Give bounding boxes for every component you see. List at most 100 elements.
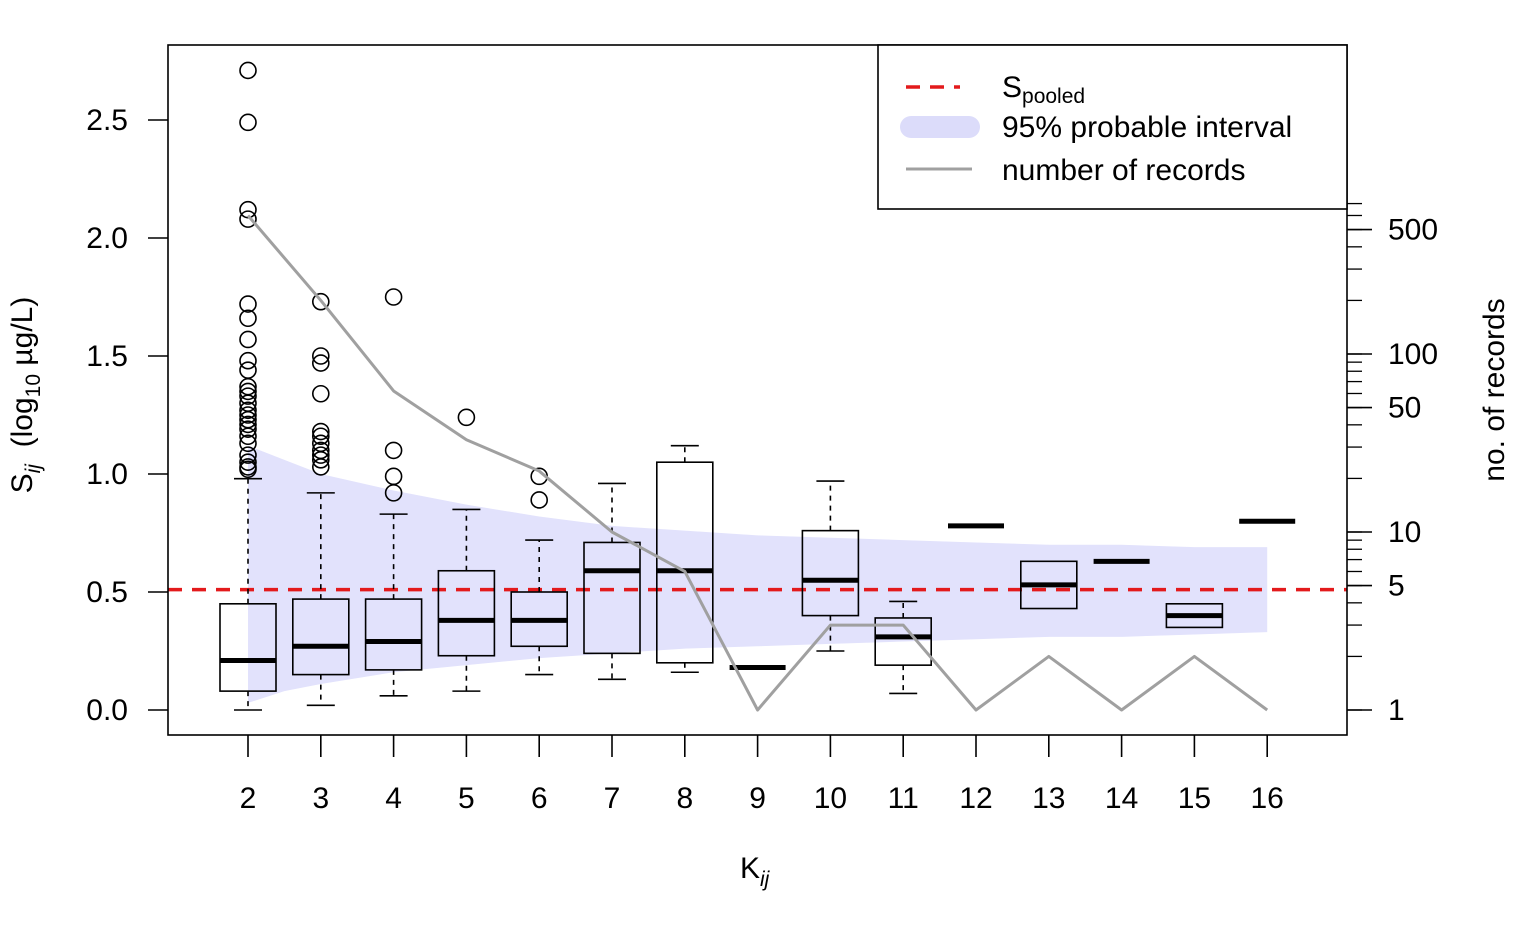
x-tick-label: 8 xyxy=(676,782,693,815)
legend-pooled-main: S xyxy=(1002,71,1022,104)
iqr-box xyxy=(364,598,423,671)
x-axis-title-main: K xyxy=(740,852,760,885)
y-tick-label: 0.0 xyxy=(86,694,128,727)
iqr-box xyxy=(437,569,496,657)
y2-tick-label: 1 xyxy=(1388,694,1405,727)
outlier-point xyxy=(239,295,257,313)
outlier-point xyxy=(239,420,257,438)
outlier-point xyxy=(530,491,549,509)
outlier-point xyxy=(311,347,330,365)
x-tick-label: 6 xyxy=(531,782,548,815)
outlier-point xyxy=(311,427,330,446)
x-axis: 2 3 4 5 6 7 8 9 10 11 12 13 14 15 16 xyxy=(240,735,1284,815)
iqr-box xyxy=(291,598,350,676)
outlier-point xyxy=(239,415,257,434)
outlier-point xyxy=(239,382,257,401)
probable-interval-band xyxy=(248,445,1268,703)
y-axis-title-sub: ij xyxy=(22,463,45,474)
x-tick-label: 5 xyxy=(458,782,475,815)
outlier-point xyxy=(239,113,257,132)
y2-tick-label: 5 xyxy=(1388,570,1405,603)
legend-interval-swatch xyxy=(900,116,980,138)
y-axis-title-unit-sub: 10 xyxy=(22,374,45,397)
y-axis-title-unit xyxy=(6,447,39,464)
x-tick-label: 16 xyxy=(1251,782,1284,815)
iqr-box xyxy=(874,617,933,666)
y2-tick-label: 50 xyxy=(1388,392,1421,425)
probable-interval-band-layer xyxy=(248,445,1268,703)
outlier-point xyxy=(384,441,403,460)
y-tick-label: 1.0 xyxy=(86,458,128,491)
outlier-point xyxy=(239,309,257,328)
x-tick-label: 3 xyxy=(312,782,329,815)
outlier-point xyxy=(311,446,330,464)
outlier-point xyxy=(239,210,257,228)
outlier-point xyxy=(384,288,403,306)
outlier-point xyxy=(311,384,330,403)
outlier-point xyxy=(239,330,257,349)
outlier-point xyxy=(311,458,330,476)
boxplot-k15 xyxy=(1165,602,1224,629)
outlier-point xyxy=(239,460,257,479)
x-tick-label: 13 xyxy=(1032,782,1065,815)
right-y-axis: 1 5 10 50 100 500 xyxy=(1347,202,1438,727)
x-axis-title-sub: ij xyxy=(760,868,771,891)
y2-tick-label: 10 xyxy=(1388,516,1421,549)
legend-pooled-sub: pooled xyxy=(1022,85,1085,108)
x-tick-label: 2 xyxy=(240,782,257,815)
x-tick-label: 14 xyxy=(1105,782,1138,815)
records-line-layer xyxy=(246,214,1269,712)
right-axis-title: no. of records xyxy=(1478,298,1511,481)
outlier-point xyxy=(457,408,476,427)
outlier-point xyxy=(384,467,403,486)
outlier-point xyxy=(311,451,330,469)
records-line xyxy=(246,214,1269,712)
boxplot-k11 xyxy=(874,600,933,695)
x-tick-label: 9 xyxy=(749,782,766,815)
boxplot-k2 xyxy=(219,61,277,711)
boxplot-k10 xyxy=(801,480,860,652)
boxplot-k5 xyxy=(437,408,496,692)
y-axis-title-unit-pre: (log xyxy=(6,397,39,447)
y-axis-title-main: S xyxy=(6,473,39,493)
y2-tick-label: 500 xyxy=(1388,214,1438,247)
y-tick-label: 0.5 xyxy=(86,576,128,609)
outlier-point xyxy=(239,387,257,405)
boxplot-k3 xyxy=(291,292,350,707)
x-tick-label: 10 xyxy=(814,782,847,815)
outlier-point xyxy=(239,361,257,379)
x-tick-label: 15 xyxy=(1178,782,1211,815)
outlier-point xyxy=(311,422,330,441)
y-tick-label: 2.0 xyxy=(86,222,128,255)
iqr-box xyxy=(583,541,641,655)
iqr-box xyxy=(655,461,714,664)
legend: Spooled 95% probable interval number of … xyxy=(877,44,1348,210)
boxplot-k13 xyxy=(1019,560,1078,610)
x-tick-label: 11 xyxy=(888,782,919,815)
iqr-box xyxy=(801,529,860,617)
x-tick-label: 7 xyxy=(604,782,621,815)
y-tick-label: 2.5 xyxy=(86,104,128,137)
boxplot-k6 xyxy=(510,467,569,676)
y-axis-title: Sij (log10 µg/L) xyxy=(6,297,45,494)
y-tick-label: 1.5 xyxy=(86,340,128,373)
boxplot-k7 xyxy=(583,482,641,681)
outlier-point xyxy=(239,406,257,424)
iqr-box xyxy=(219,602,277,692)
outlier-point xyxy=(239,427,257,446)
left-y-axis: 0.0 0.5 1.0 1.5 2.0 2.5 xyxy=(86,104,168,727)
outlier-point xyxy=(311,354,330,372)
x-tick-label: 4 xyxy=(385,782,402,815)
legend-interval-label: 95% probable interval xyxy=(1002,111,1292,144)
outlier-point xyxy=(311,292,330,311)
outlier-point xyxy=(239,446,257,464)
y2-tick-label: 100 xyxy=(1388,338,1438,371)
legend-records-label: number of records xyxy=(1002,154,1245,187)
legend-pooled-label: Spooled xyxy=(1002,71,1085,108)
outlier-point xyxy=(239,453,257,472)
outlier-point xyxy=(239,401,257,420)
boxplot-k4 xyxy=(364,288,423,697)
y-axis-title-unit-post: µg/L) xyxy=(6,297,39,374)
outlier-point xyxy=(384,484,403,502)
